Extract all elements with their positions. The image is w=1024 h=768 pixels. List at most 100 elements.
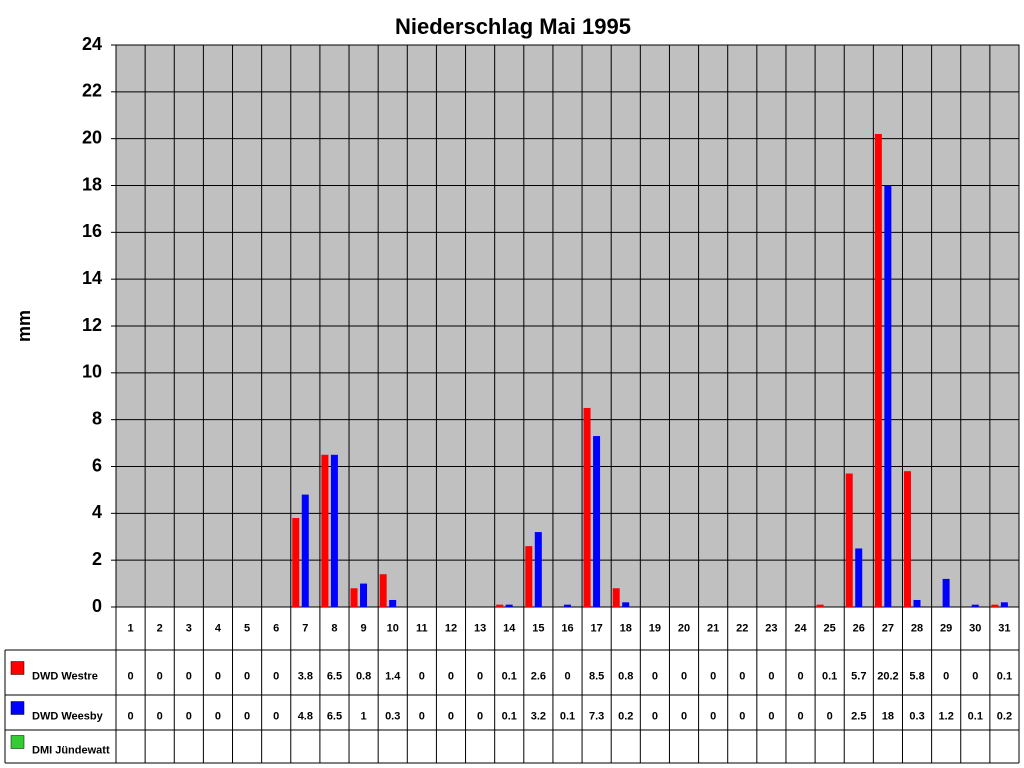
bar	[884, 185, 892, 607]
table-value: 0	[797, 670, 803, 682]
table-value: 0	[768, 710, 774, 722]
table-value: 0	[244, 670, 250, 682]
bar	[971, 604, 979, 607]
table-value: 0.1	[822, 670, 837, 682]
table-value: 5.8	[909, 670, 924, 682]
table-value: 0	[943, 670, 949, 682]
x-tick-label: 3	[186, 622, 192, 634]
x-tick-label: 19	[649, 622, 661, 634]
x-tick-label: 7	[302, 622, 308, 634]
x-tick-label: 9	[361, 622, 367, 634]
y-tick-label: 20	[82, 127, 102, 147]
x-tick-label: 31	[998, 622, 1010, 634]
legend-swatch	[10, 661, 25, 675]
table-value: 6.5	[327, 670, 342, 682]
table-value: 20.2	[877, 670, 898, 682]
bar	[583, 407, 591, 607]
x-tick-label: 5	[244, 622, 250, 634]
x-tick-label: 4	[215, 622, 222, 634]
x-tick-label: 22	[736, 622, 748, 634]
table-value: 7.3	[589, 710, 604, 722]
x-tick-label: 29	[940, 622, 952, 634]
bar	[874, 133, 882, 607]
x-tick-label: 16	[561, 622, 573, 634]
bar	[855, 548, 863, 607]
table-value: 0	[477, 670, 483, 682]
table-value: 1.2	[939, 710, 954, 722]
bar	[913, 599, 921, 607]
bar	[991, 604, 999, 607]
table-value: 0	[244, 710, 250, 722]
legend-swatch	[10, 701, 25, 715]
table-value: 0	[972, 670, 978, 682]
table-value: 0	[448, 710, 454, 722]
bar	[389, 599, 397, 607]
legend-label: DMI Jündewatt	[32, 744, 110, 756]
y-tick-label: 12	[82, 315, 102, 335]
table-value: 0.8	[618, 670, 633, 682]
y-tick-label: 16	[82, 221, 102, 241]
chart-title: Niederschlag Mai 1995	[395, 14, 631, 39]
bar	[292, 518, 300, 607]
table-value: 2.5	[851, 710, 866, 722]
table-value: 18	[882, 710, 894, 722]
table-value: 0	[273, 670, 279, 682]
table-value: 0	[477, 710, 483, 722]
legend-label: DWD Westre	[32, 670, 98, 682]
table-value: 0	[448, 670, 454, 682]
x-tick-label: 25	[824, 622, 836, 634]
table-value: 3.8	[298, 670, 313, 682]
y-tick-label: 0	[92, 596, 102, 616]
table-value: 3.2	[531, 710, 546, 722]
table-value: 0.2	[997, 710, 1012, 722]
bar	[321, 454, 329, 607]
table-value: 0	[739, 670, 745, 682]
legend-label: DWD Weesby	[32, 710, 104, 722]
table-value: 0	[681, 710, 687, 722]
y-tick-label: 6	[92, 455, 102, 475]
table-value: 0.2	[618, 710, 633, 722]
table-value: 0	[157, 710, 163, 722]
bar	[525, 546, 533, 607]
table-value: 0.1	[502, 710, 517, 722]
table-value: 0	[128, 710, 134, 722]
bar	[903, 471, 911, 607]
x-tick-label: 28	[911, 622, 923, 634]
table-value: 0	[186, 710, 192, 722]
table-value: 8.5	[589, 670, 604, 682]
x-tick-label: 13	[474, 622, 486, 634]
table-value: 0.1	[560, 710, 575, 722]
table-value: 5.7	[851, 670, 866, 682]
table-value: 0	[215, 710, 221, 722]
table-value: 0.1	[997, 670, 1012, 682]
table-value: 0	[652, 670, 658, 682]
bar	[845, 473, 853, 607]
x-tick-label: 12	[445, 622, 457, 634]
table-value: 6.5	[327, 710, 342, 722]
y-tick-label: 22	[82, 81, 102, 101]
x-tick-label: 23	[765, 622, 777, 634]
bar	[612, 588, 620, 607]
table-value: 0	[797, 710, 803, 722]
x-tick-label: 30	[969, 622, 981, 634]
y-tick-label: 4	[92, 502, 102, 522]
table-value: 0	[652, 710, 658, 722]
y-tick-label: 24	[82, 34, 102, 54]
x-tick-label: 21	[707, 622, 719, 634]
table-value: 0.1	[502, 670, 517, 682]
table-value: 0.3	[385, 710, 400, 722]
x-tick-label: 27	[882, 622, 894, 634]
x-tick-label: 2	[157, 622, 163, 634]
bar	[496, 604, 504, 607]
table-value: 0	[186, 670, 192, 682]
table-value: 1	[361, 710, 367, 722]
table-value: 0	[273, 710, 279, 722]
table-value: 0	[419, 710, 425, 722]
bar	[330, 454, 338, 607]
bar	[1000, 602, 1008, 607]
y-tick-label: 18	[82, 174, 102, 194]
table-value: 0	[681, 670, 687, 682]
x-tick-label: 24	[794, 622, 807, 634]
table-value: 0	[710, 670, 716, 682]
